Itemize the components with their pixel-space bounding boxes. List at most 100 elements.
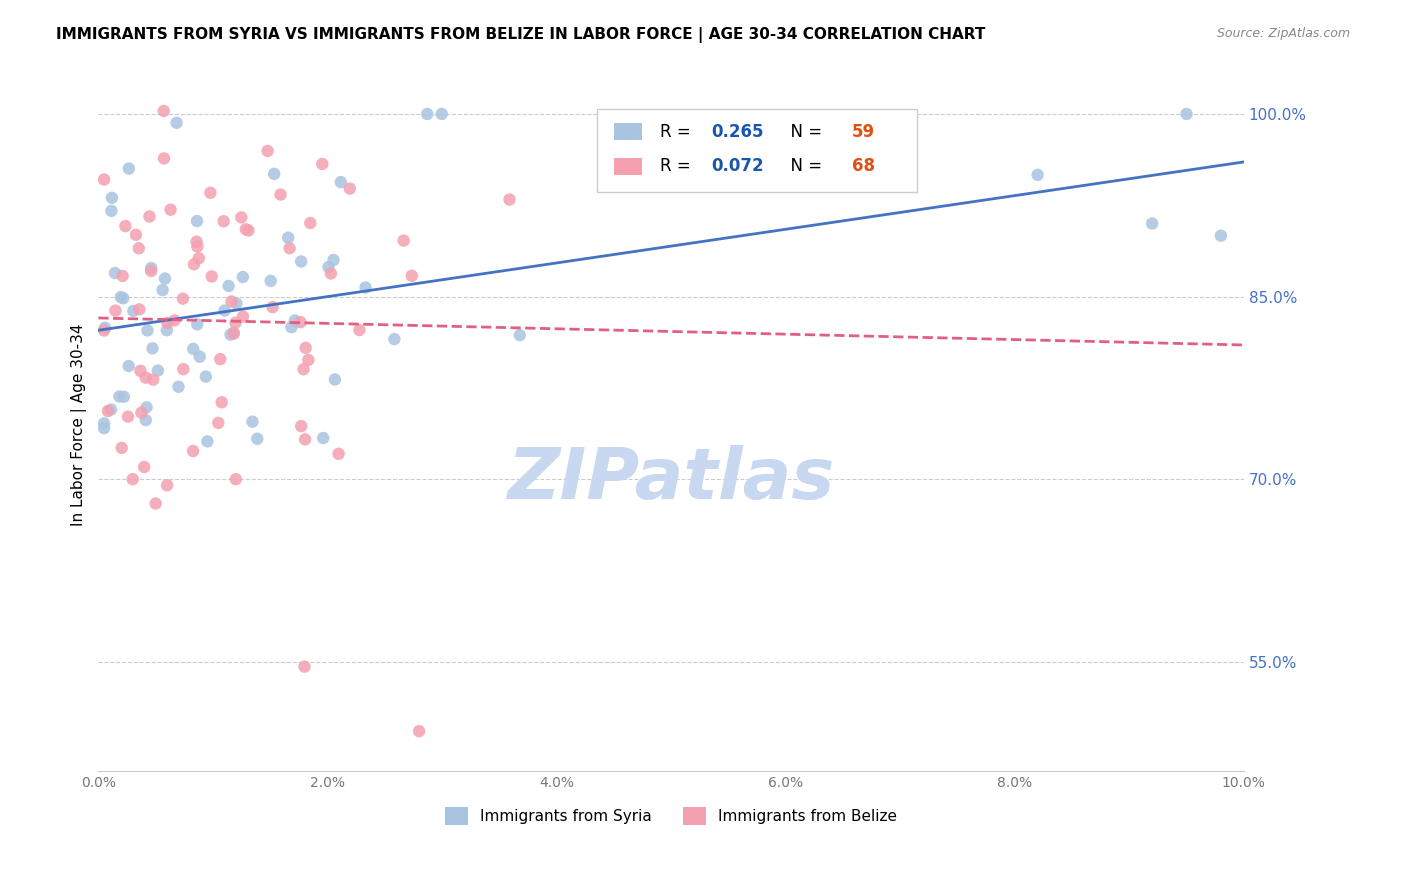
Text: IMMIGRANTS FROM SYRIA VS IMMIGRANTS FROM BELIZE IN LABOR FORCE | AGE 30-34 CORRE: IMMIGRANTS FROM SYRIA VS IMMIGRANTS FROM… xyxy=(56,27,986,43)
Text: 0.072: 0.072 xyxy=(711,157,763,175)
Immigrants from Belize xyxy=(156,478,179,492)
Immigrants from Belize xyxy=(262,300,284,314)
Immigrants from Belize xyxy=(129,364,152,378)
Immigrants from Belize xyxy=(211,395,233,409)
Immigrants from Belize xyxy=(294,433,316,447)
Immigrants from Belize xyxy=(172,362,194,376)
Immigrants from Belize xyxy=(278,241,301,255)
Text: N =: N = xyxy=(780,157,827,175)
Immigrants from Belize xyxy=(128,302,150,317)
Immigrants from Belize xyxy=(401,268,423,283)
Immigrants from Syria xyxy=(104,266,127,280)
Immigrants from Belize xyxy=(186,239,208,253)
Immigrants from Syria xyxy=(323,372,346,386)
Immigrants from Syria xyxy=(122,304,145,318)
Immigrants from Syria xyxy=(354,280,377,294)
Immigrants from Belize xyxy=(138,210,160,224)
Immigrants from Syria xyxy=(218,279,240,293)
Text: Source: ZipAtlas.com: Source: ZipAtlas.com xyxy=(1216,27,1350,40)
Text: R =: R = xyxy=(659,122,696,141)
Immigrants from Belize xyxy=(163,313,186,327)
Immigrants from Belize xyxy=(159,202,181,217)
Immigrants from Belize xyxy=(153,152,176,166)
Immigrants from Syria xyxy=(152,283,174,297)
Immigrants from Belize xyxy=(392,234,415,248)
Immigrants from Belize xyxy=(290,419,312,434)
Immigrants from Belize xyxy=(224,316,246,330)
Immigrants from Belize xyxy=(93,323,115,337)
Immigrants from Syria xyxy=(136,323,159,337)
Immigrants from Belize xyxy=(225,472,247,486)
Immigrants from Belize xyxy=(135,370,157,384)
Immigrants from Syria xyxy=(166,116,188,130)
Immigrants from Syria xyxy=(329,175,352,189)
Immigrants from Syria xyxy=(156,323,179,337)
Immigrants from Syria xyxy=(100,203,122,218)
Immigrants from Belize xyxy=(104,303,127,318)
Immigrants from Syria xyxy=(222,326,245,340)
Text: 68: 68 xyxy=(852,157,875,175)
Immigrants from Syria xyxy=(430,107,453,121)
Immigrants from Syria xyxy=(195,434,218,449)
Immigrants from Syria xyxy=(135,413,157,427)
Immigrants from Syria xyxy=(312,431,335,445)
Immigrants from Belize xyxy=(270,187,292,202)
Immigrants from Belize xyxy=(339,181,361,195)
Immigrants from Belize xyxy=(299,216,322,230)
Immigrants from Syria xyxy=(1140,217,1163,231)
Immigrants from Syria xyxy=(100,402,122,417)
Immigrants from Belize xyxy=(292,362,315,376)
Immigrants from Syria xyxy=(186,318,208,332)
Text: 0.265: 0.265 xyxy=(711,122,763,141)
FancyBboxPatch shape xyxy=(596,109,917,192)
Immigrants from Syria xyxy=(219,327,242,342)
Legend: Immigrants from Syria, Immigrants from Belize: Immigrants from Syria, Immigrants from B… xyxy=(437,799,904,833)
Immigrants from Belize xyxy=(93,172,115,186)
Immigrants from Belize xyxy=(212,214,235,228)
Immigrants from Syria xyxy=(263,167,285,181)
Text: ZIPatlas: ZIPatlas xyxy=(508,445,835,515)
Immigrants from Belize xyxy=(297,353,319,368)
Immigrants from Syria xyxy=(101,191,124,205)
Immigrants from Belize xyxy=(222,326,245,341)
Immigrants from Belize xyxy=(231,211,253,225)
Immigrants from Syria xyxy=(242,415,264,429)
FancyBboxPatch shape xyxy=(614,158,643,175)
Immigrants from Syria xyxy=(108,390,131,404)
Immigrants from Syria xyxy=(186,214,208,228)
Immigrants from Belize xyxy=(319,267,342,281)
Immigrants from Belize xyxy=(139,264,162,278)
Immigrants from Syria xyxy=(232,270,254,285)
Immigrants from Syria xyxy=(260,274,283,288)
Immigrants from Belize xyxy=(201,269,224,284)
Immigrants from Belize xyxy=(125,227,148,242)
Immigrants from Belize xyxy=(131,406,153,420)
Text: N =: N = xyxy=(780,122,827,141)
Immigrants from Syria xyxy=(382,332,405,346)
Immigrants from Belize xyxy=(181,444,204,458)
Immigrants from Syria xyxy=(194,369,217,384)
Immigrants from Belize xyxy=(156,316,179,330)
Immigrants from Belize xyxy=(187,252,209,266)
Immigrants from Belize xyxy=(294,341,316,355)
Immigrants from Belize xyxy=(294,659,316,673)
Immigrants from Belize xyxy=(209,352,232,367)
Immigrants from Syria xyxy=(509,328,531,343)
Immigrants from Belize xyxy=(235,222,257,236)
Immigrants from Syria xyxy=(1026,168,1049,182)
Immigrants from Syria xyxy=(146,363,169,377)
Immigrants from Syria xyxy=(225,296,247,310)
Immigrants from Belize xyxy=(311,157,333,171)
Text: 59: 59 xyxy=(852,122,875,141)
Immigrants from Belize xyxy=(172,292,194,306)
Immigrants from Belize xyxy=(349,323,371,337)
Immigrants from Belize xyxy=(145,496,167,510)
Immigrants from Syria xyxy=(318,260,340,274)
Immigrants from Belize xyxy=(221,294,243,309)
Immigrants from Syria xyxy=(416,107,439,121)
Immigrants from Belize xyxy=(121,472,143,486)
Immigrants from Belize xyxy=(186,235,208,249)
Immigrants from Belize xyxy=(114,219,136,233)
Immigrants from Syria xyxy=(284,313,307,327)
Immigrants from Belize xyxy=(111,441,134,455)
